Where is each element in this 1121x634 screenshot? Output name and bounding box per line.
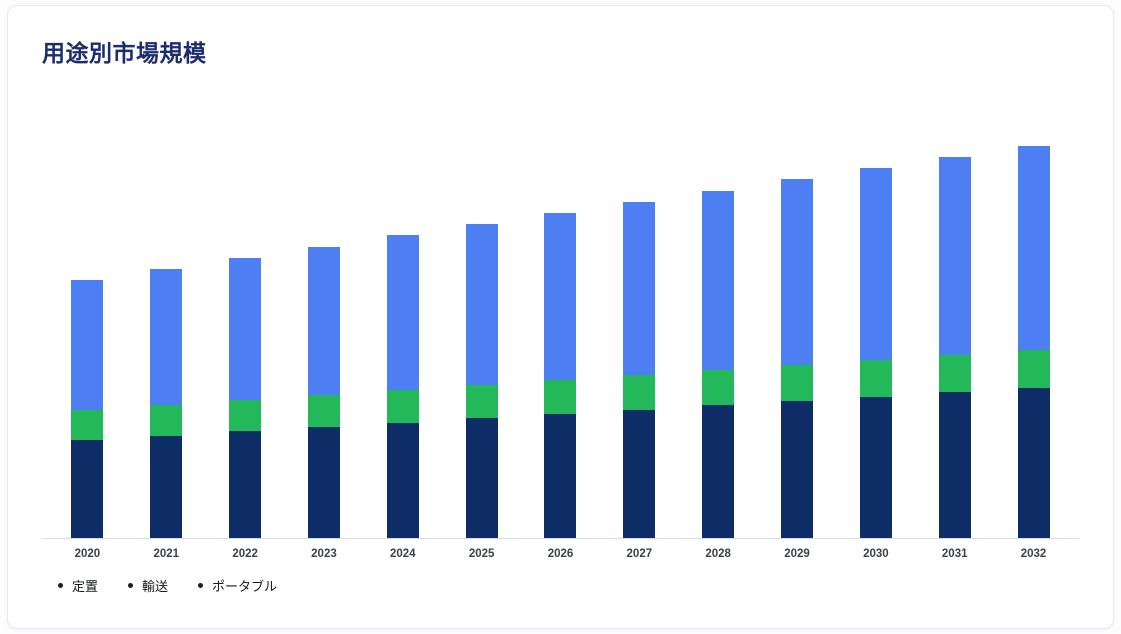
- bar-stack-2021: [150, 269, 183, 538]
- bar-segment-定置-2026[interactable]: [544, 414, 577, 538]
- bar-segment-輸送-2027[interactable]: [623, 375, 656, 410]
- bar-stack-2031: [938, 157, 971, 538]
- bar-stack-2020: [71, 280, 104, 538]
- bar-group-2030: [836, 100, 915, 538]
- bar-segment-ポータブル-2022[interactable]: [229, 258, 262, 400]
- bar-segment-輸送-2021[interactable]: [150, 405, 183, 436]
- stacked-bar-chart: 2020 2021 2022 2023 2024 2025 2026 2027 2028 2029…: [42, 100, 1079, 560]
- bar-segment-ポータブル-2021[interactable]: [150, 269, 183, 405]
- chart-plot-area: [42, 100, 1079, 539]
- bar-segment-定置-2028[interactable]: [702, 405, 735, 538]
- legend-marker-icon: [58, 583, 63, 588]
- x-axis-label-2021: 2021: [153, 548, 180, 560]
- x-axis-label-2023: 2023: [311, 548, 337, 560]
- bar-stack-2032: [1017, 146, 1050, 538]
- bar-segment-定置-2031[interactable]: [938, 392, 971, 538]
- bar-stack-2030: [859, 168, 892, 538]
- bar-group-2026: [521, 100, 600, 538]
- bar-segment-ポータブル-2025[interactable]: [465, 224, 498, 385]
- x-axis-label-2026: 2026: [547, 548, 574, 560]
- x-axis-label-2032: 2032: [1020, 548, 1047, 560]
- x-axis-label-2029: 2029: [784, 548, 810, 560]
- bar-group-2029: [758, 100, 837, 538]
- bar-stack-2026: [544, 213, 577, 538]
- chart-legend: 定置 輸送 ポータブル: [58, 576, 1079, 595]
- chart-card: 用途別市場規模 2020 2021 2022 2023 2024 2025 2026 2027…: [7, 5, 1114, 629]
- bar-segment-定置-2020[interactable]: [71, 440, 104, 538]
- legend-marker-icon: [198, 583, 204, 588]
- bar-group-2027: [600, 100, 679, 538]
- bar-segment-輸送-2026[interactable]: [544, 380, 577, 414]
- bar-group-2032: [994, 100, 1073, 538]
- bar-segment-輸送-2025[interactable]: [465, 385, 498, 418]
- bar-group-2024: [363, 100, 442, 538]
- bar-segment-輸送-2023[interactable]: [307, 395, 340, 427]
- bar-segment-ポータブル-2032[interactable]: [1017, 146, 1050, 350]
- bar-segment-ポータブル-2027[interactable]: [623, 202, 656, 375]
- bar-segment-輸送-2029[interactable]: [781, 365, 814, 401]
- bar-segment-ポータブル-2031[interactable]: [938, 157, 971, 355]
- x-axis-label-2020: 2020: [74, 548, 101, 560]
- x-axis-label-2031: 2031: [941, 548, 968, 560]
- bar-segment-定置-2022[interactable]: [229, 431, 262, 538]
- bar-group-2023: [285, 100, 364, 538]
- x-axis-label-2022: 2022: [232, 548, 258, 560]
- x-axis-label-2028: 2028: [705, 548, 731, 560]
- bar-segment-定置-2030[interactable]: [859, 397, 892, 538]
- legend-label: ポータブル: [212, 579, 278, 594]
- bar-group-2022: [206, 100, 285, 538]
- bar-segment-定置-2025[interactable]: [465, 418, 498, 538]
- bar-group-2028: [679, 100, 758, 538]
- bar-group-2025: [442, 100, 521, 538]
- bar-segment-輸送-2020[interactable]: [71, 410, 104, 440]
- x-axis-label-2024: 2024: [390, 548, 416, 560]
- legend-item-ポータブル[interactable]: ポータブル: [198, 576, 277, 595]
- bar-segment-定置-2029[interactable]: [781, 401, 814, 538]
- x-axis-label-2030: 2030: [863, 548, 889, 560]
- bar-segment-輸送-2030[interactable]: [859, 360, 892, 397]
- bar-stack-2029: [781, 179, 814, 538]
- bar-segment-定置-2024[interactable]: [386, 423, 419, 538]
- chart-title: 用途別市場規模: [42, 40, 207, 66]
- legend-item-輸送[interactable]: 輸送: [128, 576, 168, 595]
- x-axis-labels: 2020 2021 2022 2023 2024 2025 2026 2027 2028 2029…: [42, 548, 1079, 560]
- legend-item-定置[interactable]: 定置: [58, 576, 98, 595]
- bar-group-2020: [48, 100, 127, 538]
- bar-segment-ポータブル-2029[interactable]: [781, 179, 814, 365]
- legend-label: 輸送: [142, 579, 169, 594]
- legend-label: 定置: [72, 579, 99, 594]
- bar-stack-2022: [229, 258, 262, 538]
- bar-stack-2023: [307, 247, 340, 538]
- bar-segment-ポータブル-2030[interactable]: [859, 168, 892, 360]
- bar-segment-輸送-2024[interactable]: [386, 390, 419, 423]
- bar-group-2031: [915, 100, 994, 538]
- bar-segment-定置-2023[interactable]: [307, 427, 340, 538]
- bar-segment-ポータブル-2028[interactable]: [702, 191, 735, 370]
- bar-segment-定置-2027[interactable]: [623, 410, 656, 538]
- bar-segment-定置-2021[interactable]: [150, 436, 183, 538]
- bar-segment-ポータブル-2023[interactable]: [307, 247, 340, 395]
- x-axis-label-2027: 2027: [626, 548, 653, 560]
- bar-segment-輸送-2031[interactable]: [938, 355, 971, 392]
- bar-group-2021: [127, 100, 206, 538]
- x-axis-label-2025: 2025: [468, 548, 495, 560]
- bar-segment-ポータブル-2020[interactable]: [71, 280, 104, 410]
- legend-marker-icon: [128, 583, 134, 588]
- bar-segment-ポータブル-2024[interactable]: [386, 235, 419, 390]
- bar-segment-定置-2032[interactable]: [1017, 388, 1050, 538]
- bar-segment-輸送-2022[interactable]: [229, 400, 262, 431]
- bar-stack-2024: [386, 235, 419, 538]
- bar-stack-2025: [465, 224, 498, 538]
- bar-stack-2027: [623, 202, 656, 538]
- bar-stack-2028: [702, 191, 735, 538]
- bar-segment-ポータブル-2026[interactable]: [544, 213, 577, 380]
- bar-segment-輸送-2028[interactable]: [702, 370, 735, 405]
- bar-segment-輸送-2032[interactable]: [1017, 350, 1050, 388]
